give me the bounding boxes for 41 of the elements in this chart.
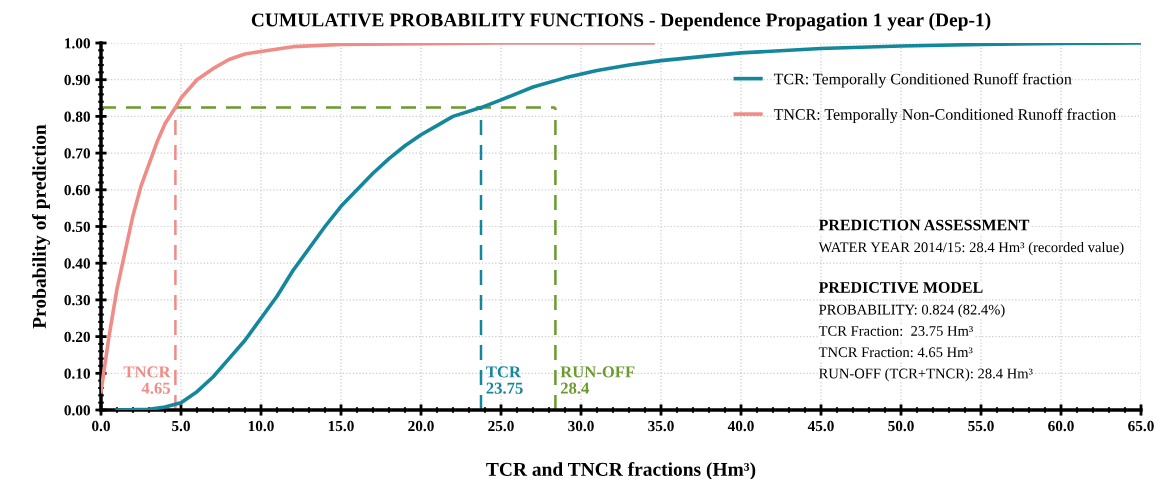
annotation: PREDICTION ASSESSMENT bbox=[818, 219, 1030, 231]
legend-label: TNCR: Temporally Non-Conditioned Runoff fraction bbox=[773, 108, 1116, 124]
x-axis-title: TCR and TNCR fractions (Hm³) bbox=[486, 462, 756, 479]
line-series bbox=[115, 43, 1141, 410]
y-tick-label: 0.60 bbox=[64, 184, 90, 196]
y-tick-label: 0.40 bbox=[64, 258, 90, 269]
x-tick-label: 25.0 bbox=[488, 420, 514, 432]
ref-line-label: TCR 23.75 bbox=[486, 366, 523, 394]
annotation: TNCR Fraction: 4.65 Hm³ bbox=[818, 347, 973, 358]
ref-line-label: RUN-OFF 28.4 bbox=[560, 366, 635, 394]
x-tick-label: 10.0 bbox=[248, 420, 274, 432]
x-tick-label: 35.0 bbox=[648, 420, 674, 432]
x-tick-label: 60.0 bbox=[1048, 420, 1074, 432]
legend-label: TCR: Temporally Conditioned Runoff fraction bbox=[773, 72, 1072, 88]
x-tick-label: 55.0 bbox=[968, 420, 994, 432]
y-tick-label: 0.00 bbox=[64, 405, 90, 416]
x-tick-label: 15.0 bbox=[328, 420, 354, 432]
y-tick-label: 0.50 bbox=[64, 221, 90, 233]
x-tick-label: 0.0 bbox=[92, 420, 110, 432]
annotation: PROBABILITY: 0.824 (82.4%) bbox=[819, 304, 1005, 318]
y-tick-label: 0.80 bbox=[64, 111, 90, 122]
y-tick-label: 0.10 bbox=[64, 368, 90, 379]
chart-title: CUMULATIVE PROBABILITY FUNCTIONS - Dependence Propagation 1 year (Dep-1) bbox=[251, 12, 991, 31]
y-tick-label: 0.30 bbox=[64, 295, 90, 306]
y-tick-label: 0.70 bbox=[64, 148, 90, 159]
y-tick-label: 0.90 bbox=[64, 74, 90, 86]
x-tick-label: 45.0 bbox=[807, 420, 834, 432]
y-axis-title: Probability of prediction bbox=[32, 124, 50, 329]
x-tick-label: 50.0 bbox=[888, 420, 914, 432]
annotation: RUN-OFF (TCR+TNCR): 28.4 Hm³ bbox=[819, 368, 1033, 382]
annotation: TCR Fraction: 23.75 Hm³ bbox=[818, 326, 973, 336]
y-tick-label: 1.00 bbox=[65, 38, 90, 49]
x-tick-label: 30.0 bbox=[568, 420, 594, 432]
annotation: WATER YEAR 2014/15: 28.4 Hm³ (recorded value) bbox=[818, 241, 1124, 256]
x-tick-label: 40.0 bbox=[727, 420, 754, 432]
annotation: PREDICTIVE MODEL bbox=[818, 282, 983, 293]
ref-line-label: TNCR 4.65 bbox=[123, 366, 171, 394]
x-tick-label: 5.0 bbox=[172, 420, 190, 432]
x-tick-label: 65.0 bbox=[1128, 420, 1154, 432]
y-tick-label: 0.20 bbox=[64, 331, 90, 343]
x-tick-label: 20.0 bbox=[408, 420, 434, 432]
